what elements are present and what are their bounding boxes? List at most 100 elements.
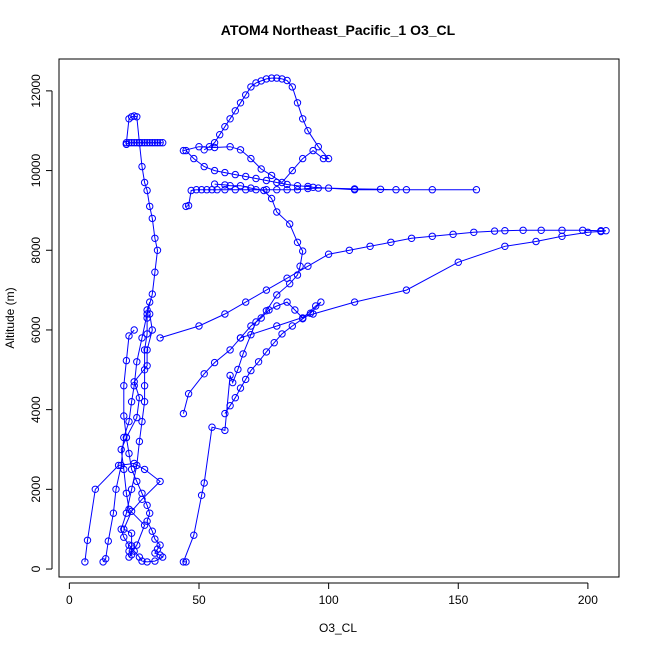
data-point [133,358,141,366]
data-point [288,166,296,175]
data-point [140,382,149,390]
data-point [267,171,276,180]
data-point [140,465,149,474]
data-point [179,558,188,566]
data-point [208,186,216,194]
data-point [376,185,385,194]
data-point [156,139,164,147]
data-point [350,186,359,194]
data-point [210,143,219,152]
data-point [143,330,151,338]
data-point [299,115,307,123]
data-point [366,242,374,251]
data-point [226,182,234,190]
data-point [283,76,291,85]
data-point [117,445,125,454]
data-point [138,162,146,171]
data-point [143,558,151,566]
data-point [125,417,133,426]
data-point [133,461,141,470]
data-point [148,326,157,334]
data-point [138,334,146,342]
data-point [267,194,276,203]
data-point [273,74,281,82]
data-point [133,139,141,147]
y-tick-label: 4000 [29,396,43,423]
data-point [153,139,162,147]
data-point [283,180,291,189]
data-point [127,465,136,474]
x-tick-label: 150 [448,593,468,607]
data-point [312,302,320,310]
data-point [143,517,151,525]
data-point [236,182,245,190]
data-point [179,409,188,418]
data-point [184,390,193,398]
data-point [252,186,260,194]
data-point [387,238,395,247]
data-point [120,382,128,390]
data-point [148,290,157,298]
data-point [254,358,263,366]
data-point [133,541,141,549]
data-point [148,214,157,223]
data-point [156,334,164,342]
data-point [262,348,271,356]
data-point [143,306,151,314]
data-point [125,115,133,123]
data-point [226,371,234,380]
data-point [286,220,294,228]
data-point [283,274,291,282]
data-point [130,326,138,334]
data-point [127,139,136,147]
data-point [519,226,527,235]
data-point [146,298,154,306]
data-point [210,358,219,367]
data-point [146,202,154,211]
data-point [288,322,296,330]
data-point [143,139,151,147]
data-point [138,139,146,147]
data-point [265,306,273,314]
data-point [182,146,190,155]
data-point [231,186,240,194]
data-point [114,461,123,470]
data-point [242,298,250,306]
data-point [146,310,154,318]
data-point [257,314,265,322]
data-point [532,237,540,246]
data-point [197,491,206,499]
data-point [299,154,307,163]
data-point [247,184,255,192]
data-point [558,232,566,241]
data-point [221,181,229,189]
data-point [125,541,133,549]
data-point [309,146,317,155]
data-point [324,184,333,192]
data-point [226,346,234,354]
data-point [120,412,128,420]
data-point [226,402,234,410]
data-point [130,139,138,147]
data-point [200,162,208,171]
data-point [140,521,149,529]
data-point [454,258,462,266]
data-point [138,557,146,565]
data-point [140,178,149,187]
data-point [140,398,149,406]
data-point [151,557,159,565]
data-point [226,143,234,151]
data-point [122,489,131,497]
data-point [91,485,100,493]
data-point [501,242,509,251]
data-point [143,501,151,509]
data-point [151,535,159,543]
x-tick-label: 200 [578,593,598,607]
data-point [200,370,208,378]
points-layer [81,74,610,566]
data-point [156,541,164,549]
data-point [242,186,250,194]
data-point [210,166,219,175]
data-point [293,99,302,107]
data-point [252,79,260,87]
